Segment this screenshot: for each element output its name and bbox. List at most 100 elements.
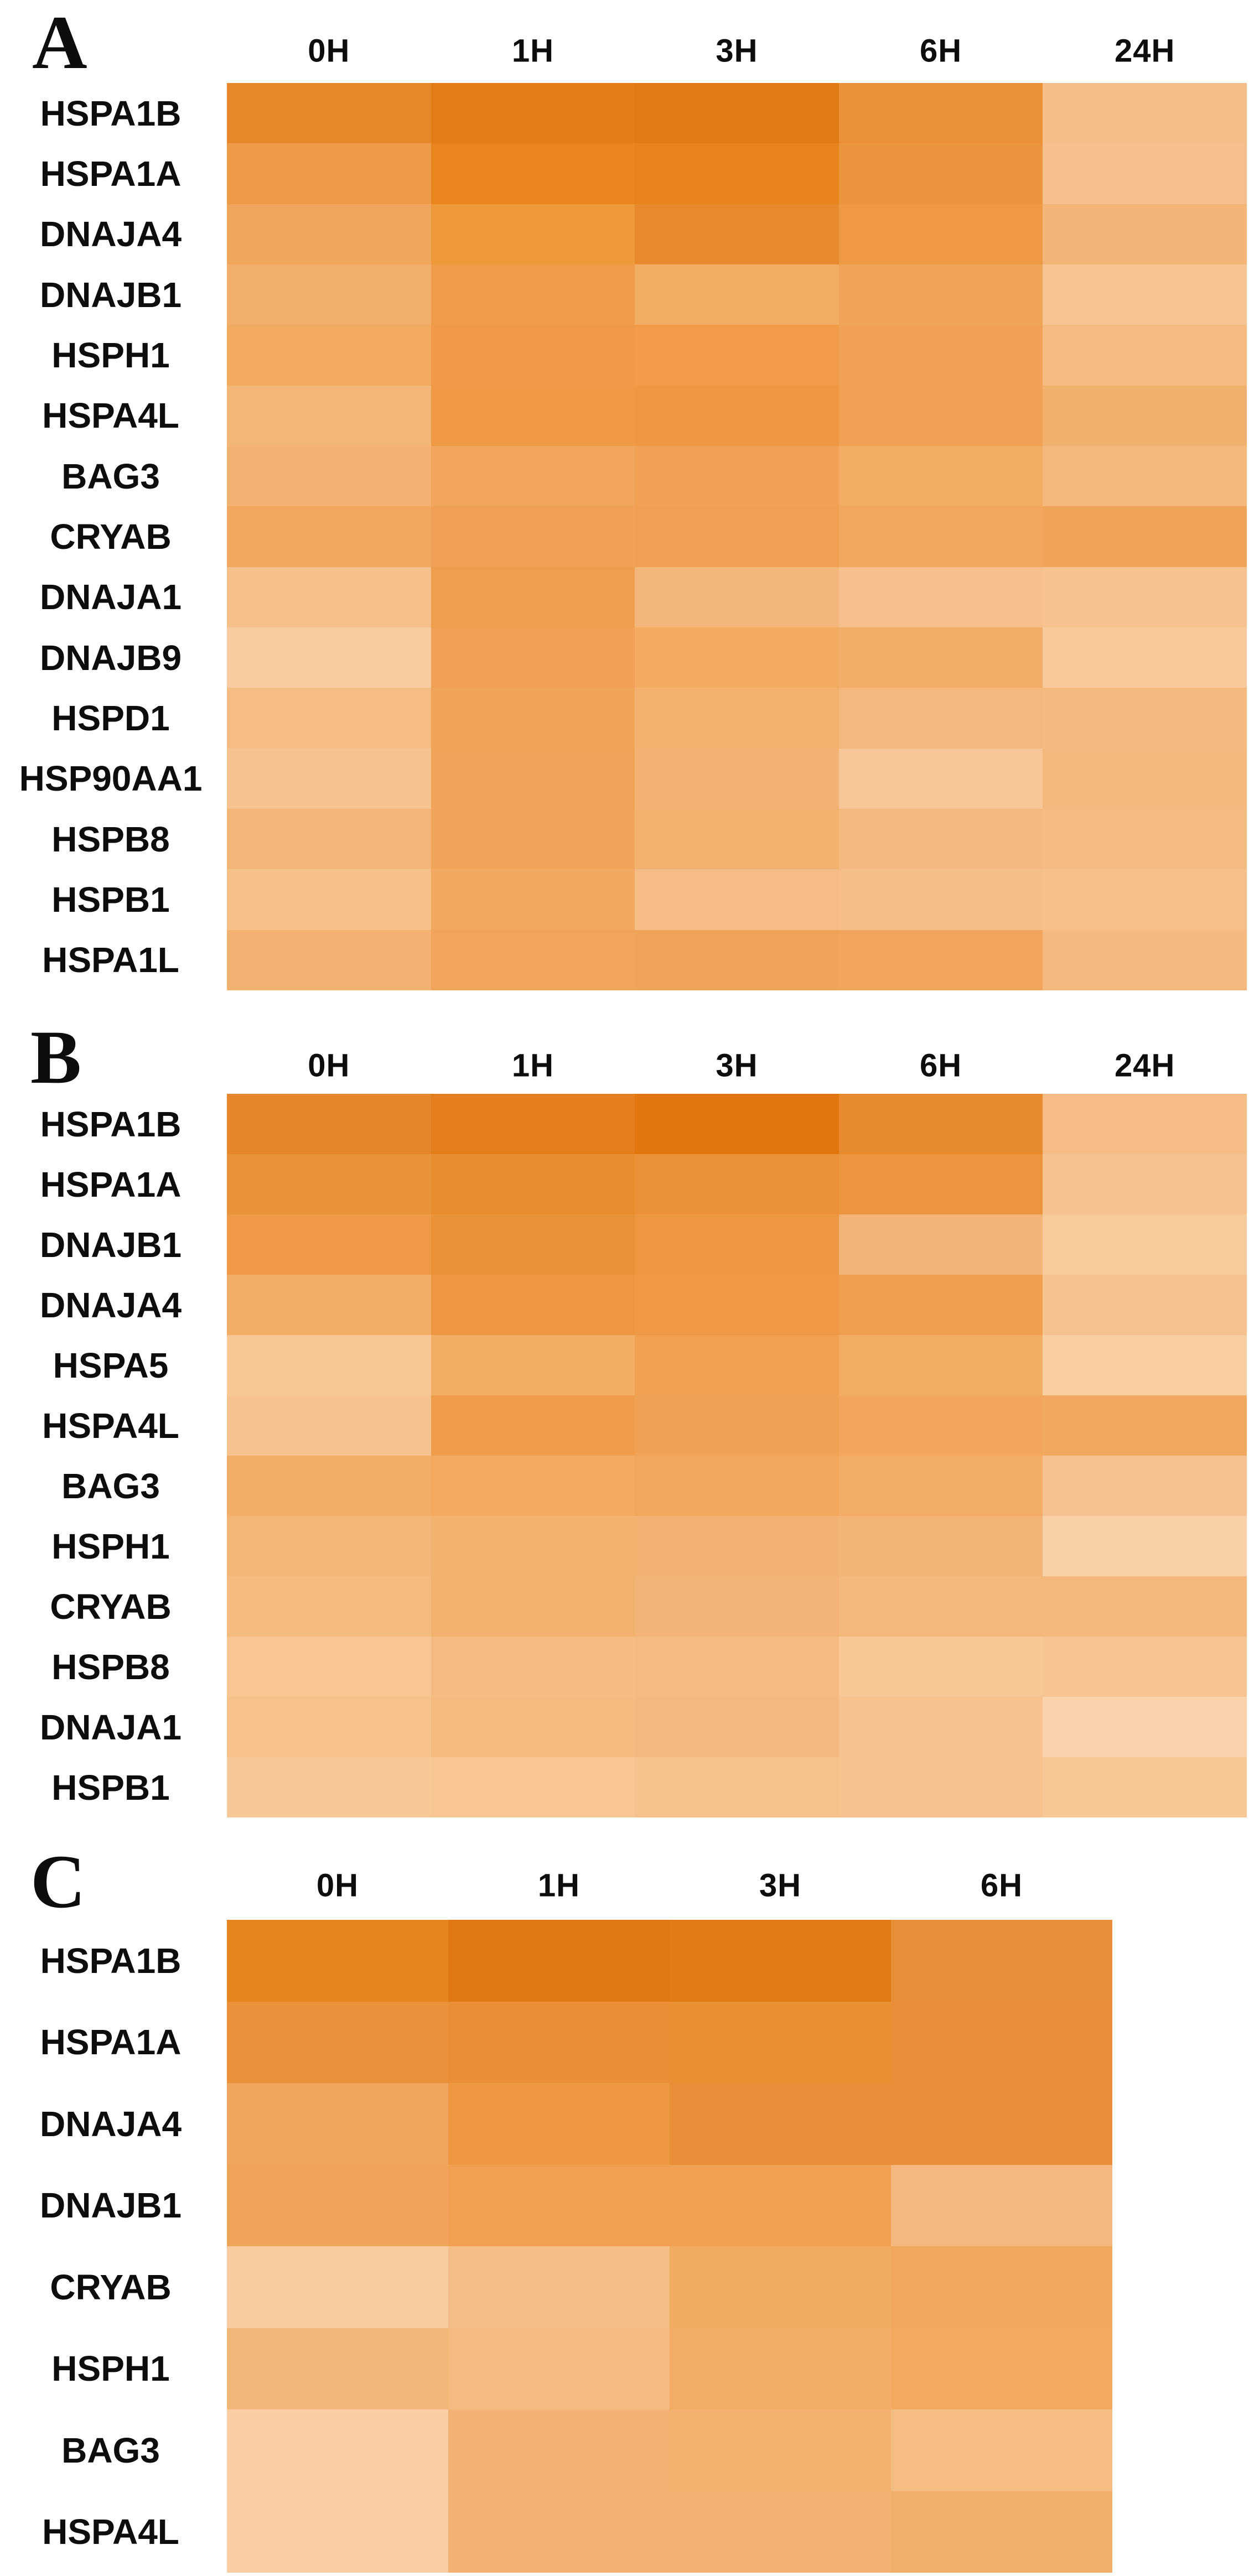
panel-c-column-header-6h: 6H bbox=[980, 1867, 1023, 1904]
panel-a-cell-dnaja1-0h bbox=[227, 567, 431, 627]
panel-a-cell-dnaja4-3h bbox=[635, 204, 839, 264]
panel-b-cell-cryab-6h bbox=[838, 1576, 1043, 1637]
panel-b-cell-hspa5-3h bbox=[635, 1335, 839, 1395]
panel-b-row-label-dnaja1: DNAJA1 bbox=[39, 1707, 182, 1747]
panel-a-cell-cryab-1h bbox=[431, 506, 635, 567]
panel-b-row-label-dnajb1: DNAJB1 bbox=[39, 1224, 182, 1265]
panel-b-cell-hspa5-6h bbox=[838, 1335, 1043, 1395]
panel-c-cell-dnaja4-0h bbox=[227, 2083, 448, 2165]
panel-b-row-label-bag3: BAG3 bbox=[61, 1466, 160, 1506]
panel-c-label: C bbox=[30, 1839, 86, 1924]
panel-b-cell-hspb1-0h bbox=[227, 1757, 431, 1817]
panel-c-cell-cryab-6h bbox=[891, 2246, 1112, 2328]
panel-b-cell-hsph1-0h bbox=[227, 1516, 431, 1576]
panel-c-column-header-1h: 1H bbox=[537, 1867, 581, 1904]
panel-a-cell-dnaja4-6h bbox=[838, 204, 1043, 264]
panel-c-row-label-hspa4l: HSPA4L bbox=[42, 2512, 179, 2552]
panel-c-cell-cryab-3h bbox=[670, 2246, 891, 2328]
panel-a-cell-hspb8-1h bbox=[431, 809, 635, 870]
panel-a-label: A bbox=[32, 0, 87, 85]
panel-a-cell-dnajb1-0h bbox=[227, 264, 431, 325]
panel-a-cell-dnaja1-1h bbox=[431, 567, 635, 627]
panel-b-cell-hspa1a-3h bbox=[635, 1154, 839, 1214]
panel-a-cell-hspb1-0h bbox=[227, 869, 431, 930]
panel-a-row-label-bag3: BAG3 bbox=[61, 456, 160, 496]
panel-b-cell-hspa4l-1h bbox=[431, 1395, 635, 1456]
panel-b-row-label-hspa5: HSPA5 bbox=[53, 1345, 169, 1385]
panel-c-cell-dnaja4-6h bbox=[891, 2083, 1112, 2165]
panel-b-row-label-hspb8: HSPB8 bbox=[51, 1647, 170, 1687]
panel-a-cell-hspd1-1h bbox=[431, 688, 635, 749]
panel-b-cell-dnaja4-24h bbox=[1043, 1275, 1247, 1335]
panel-a-cell-hspa4l-24h bbox=[1043, 385, 1247, 446]
panel-b-cell-cryab-1h bbox=[431, 1576, 635, 1637]
panel-a-cell-dnaja1-3h bbox=[635, 567, 839, 627]
panel-a-cell-hsph1-24h bbox=[1043, 325, 1247, 386]
panel-b-cell-hspb8-0h bbox=[227, 1637, 431, 1697]
panel-b-cell-dnajb1-0h bbox=[227, 1214, 431, 1275]
panel-a-cell-hspa1b-1h bbox=[431, 83, 635, 144]
panel-b-cell-bag3-0h bbox=[227, 1456, 431, 1516]
panel-b-row-label-hsph1: HSPH1 bbox=[51, 1526, 170, 1566]
panel-c-cell-hspa1b-1h bbox=[448, 1920, 670, 2002]
panel-a-cell-dnajb9-6h bbox=[838, 627, 1043, 688]
panel-a-column-header-6h: 6H bbox=[920, 33, 962, 69]
panel-b-cell-hspa1b-0h bbox=[227, 1094, 431, 1154]
panel-c-cell-hspa4l-6h bbox=[891, 2491, 1112, 2573]
panel-a-row-label-hspb8: HSPB8 bbox=[51, 819, 170, 859]
panel-c-cell-dnajb1-1h bbox=[448, 2164, 670, 2246]
panel-a-row-label-dnaja4: DNAJA4 bbox=[39, 214, 182, 255]
panel-b-cell-hspa1b-24h bbox=[1043, 1094, 1247, 1154]
panel-b-cell-dnaja1-3h bbox=[635, 1697, 839, 1757]
panel-a-cell-hspb1-1h bbox=[431, 869, 635, 930]
panel-c-cell-dnajb1-0h bbox=[227, 2164, 448, 2246]
panel-a-row-label-hsp90aa1: HSP90AA1 bbox=[19, 759, 203, 799]
panel-b-cell-dnaja4-3h bbox=[635, 1275, 839, 1335]
panel-c-cell-bag3-3h bbox=[670, 2409, 891, 2491]
panel-a-cell-bag3-1h bbox=[431, 446, 635, 507]
panel-a-cell-dnaja1-24h bbox=[1043, 567, 1247, 627]
panel-a-cell-dnajb1-6h bbox=[838, 264, 1043, 325]
panel-b-cell-hsph1-3h bbox=[635, 1516, 839, 1576]
panel-a-cell-bag3-24h bbox=[1043, 446, 1247, 507]
panel-c-cell-hspa4l-1h bbox=[448, 2491, 670, 2573]
panel-c-cell-hsph1-0h bbox=[227, 2328, 448, 2409]
panel-a-row-label-dnajb1: DNAJB1 bbox=[39, 274, 182, 315]
panel-b-cell-dnaja4-1h bbox=[431, 1275, 635, 1335]
panel-c-cell-hspa1a-3h bbox=[670, 2001, 891, 2083]
panel-b-cell-hspb1-6h bbox=[838, 1757, 1043, 1817]
panel-b-cell-hsph1-24h bbox=[1043, 1516, 1247, 1576]
panel-c-cell-hsph1-3h bbox=[670, 2328, 891, 2409]
panel-a-cell-hspb8-6h bbox=[838, 809, 1043, 870]
panel-c-cell-cryab-0h bbox=[227, 2246, 448, 2328]
panel-b-column-header-24h: 24H bbox=[1114, 1047, 1175, 1084]
panel-c-row-label-bag3: BAG3 bbox=[61, 2430, 160, 2470]
panel-b-cell-hspa1a-6h bbox=[838, 1154, 1043, 1214]
panel-b-cell-hspa5-0h bbox=[227, 1335, 431, 1395]
panel-b-heatmap bbox=[227, 1094, 1247, 1817]
panel-a-cell-dnajb1-3h bbox=[635, 264, 839, 325]
panel-b-cell-hspa1a-24h bbox=[1043, 1154, 1247, 1214]
panel-b-cell-hspb8-6h bbox=[838, 1637, 1043, 1697]
panel-b-cell-hspa5-24h bbox=[1043, 1335, 1247, 1395]
panel-b-cell-bag3-24h bbox=[1043, 1456, 1247, 1516]
panel-a-cell-hspa4l-6h bbox=[838, 385, 1043, 446]
panel-b-row-label-hspa4l: HSPA4L bbox=[42, 1405, 179, 1446]
panel-a-cell-hspa1a-6h bbox=[838, 143, 1043, 204]
panel-a-cell-hspa4l-1h bbox=[431, 385, 635, 446]
panel-a-row-label-hspa1b: HSPA1B bbox=[40, 93, 182, 133]
panel-a-cell-dnaja4-0h bbox=[227, 204, 431, 264]
panel-b-cell-hspa1a-1h bbox=[431, 1154, 635, 1214]
panel-b-cell-hspa4l-0h bbox=[227, 1395, 431, 1456]
panel-c-cell-hspa1b-6h bbox=[891, 1920, 1112, 2002]
panel-b-cell-dnaja1-0h bbox=[227, 1697, 431, 1757]
panel-a-cell-dnaja1-6h bbox=[838, 567, 1043, 627]
panel-c-cell-hsph1-1h bbox=[448, 2328, 670, 2409]
panel-a-row-label-hsph1: HSPH1 bbox=[51, 335, 170, 375]
panel-b-cell-dnaja4-6h bbox=[838, 1275, 1043, 1335]
panel-a-row-label-hspa1l: HSPA1L bbox=[42, 940, 179, 980]
panel-b-cell-cryab-24h bbox=[1043, 1576, 1247, 1637]
panel-a-column-header-3h: 3H bbox=[716, 33, 758, 69]
panel-a-cell-cryab-24h bbox=[1043, 506, 1247, 567]
